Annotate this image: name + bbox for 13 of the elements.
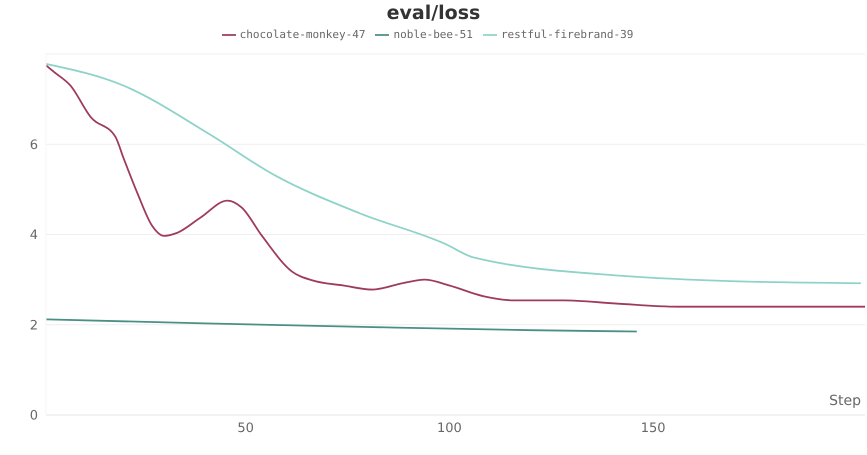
- y-tick-label: 2: [30, 318, 38, 334]
- legend-label: noble-bee-51: [393, 28, 473, 42]
- line-series: [46, 318, 638, 332]
- y-tick-label: 4: [30, 228, 38, 244]
- x-axis-title: Step: [829, 393, 862, 409]
- legend-label: restful-firebrand-39: [500, 28, 634, 42]
- x-tick-label: 100: [436, 421, 462, 436]
- legend-label: chocolate-monkey-47: [240, 28, 366, 42]
- x-tick-label: 50: [237, 421, 254, 436]
- chart-title: eval/loss: [386, 1, 482, 26]
- y-tick-label: 6: [30, 138, 38, 153]
- x-tick-label: 150: [640, 421, 666, 436]
- y-tick-label: 0: [30, 408, 38, 424]
